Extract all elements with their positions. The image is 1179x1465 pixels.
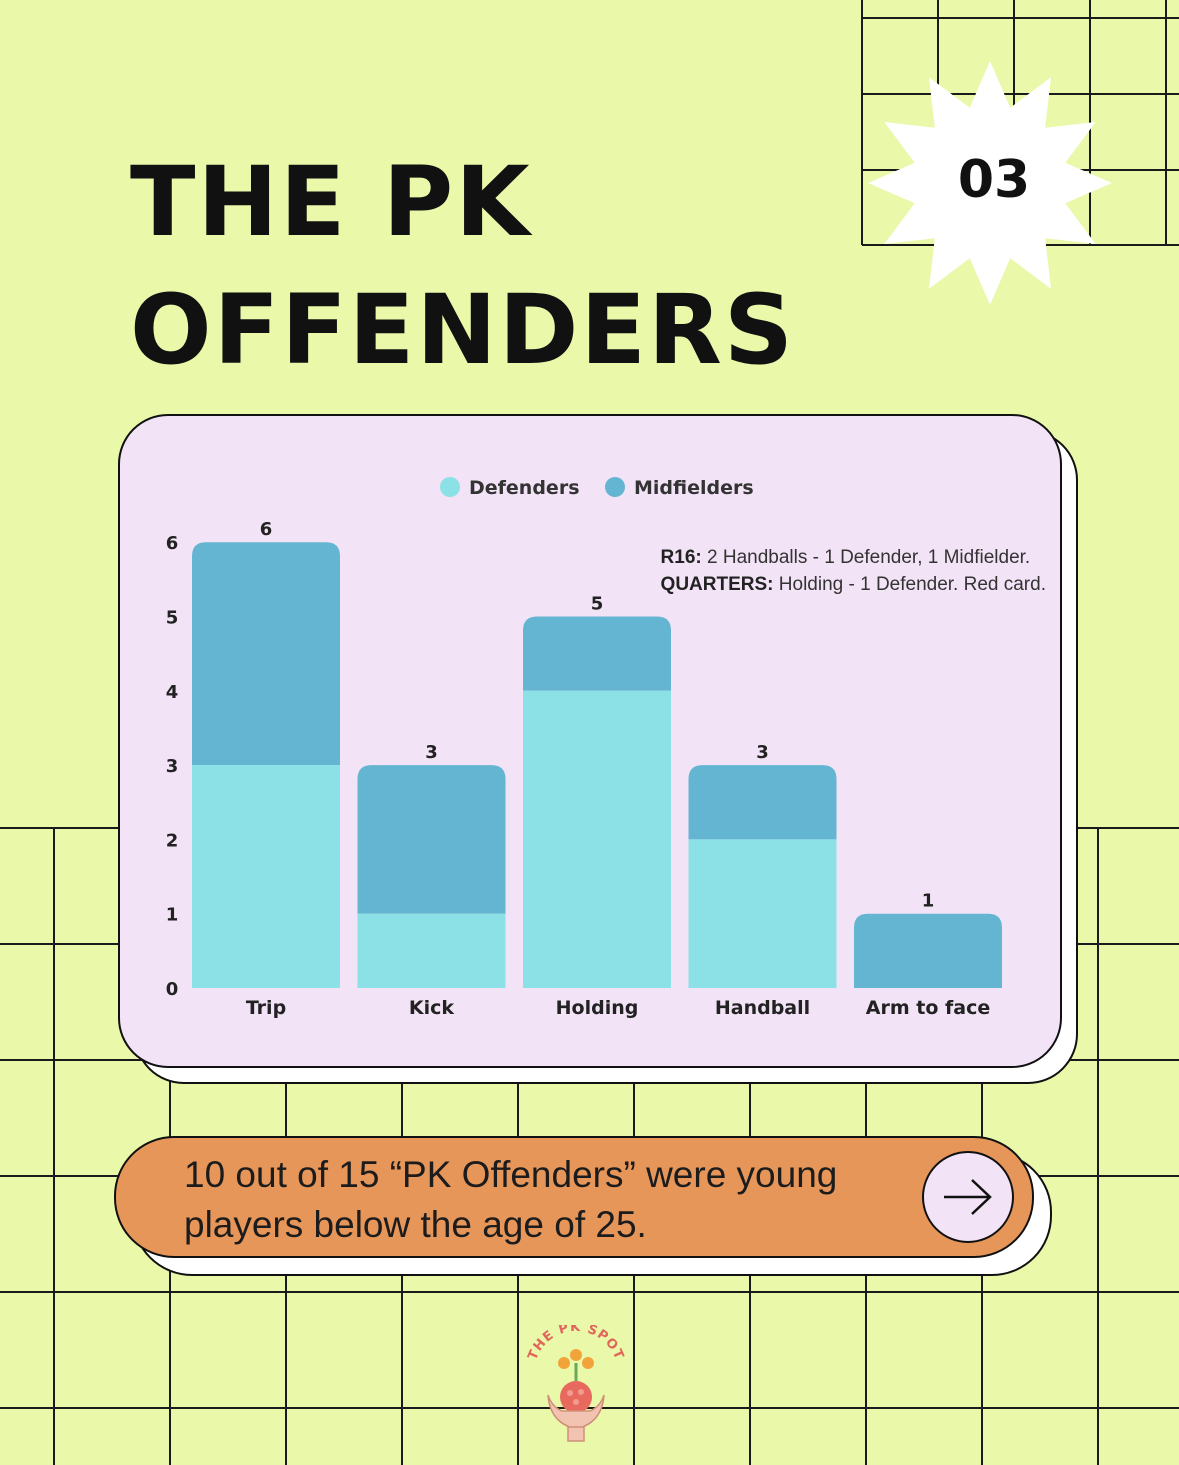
- bar-defenders: [688, 839, 837, 988]
- bar-defenders: [192, 765, 340, 988]
- y-tick-label: 4: [166, 682, 179, 703]
- pk-spot-logo-icon: THE PK SPOT: [525, 1320, 626, 1442]
- stacked-bar-chart: Defenders Midfielders 0 1 2 3 4 5 6 6 Trip 3 Kick 5 Ho…: [166, 477, 1002, 1019]
- brand-logo: THE PK SPOT: [520, 1320, 630, 1445]
- note-text-quarters: Holding - 1 Defender. Red card.: [773, 574, 1046, 595]
- callout-text: 10 out of 15 “PK Offenders” were young p…: [184, 1154, 838, 1245]
- legend-swatch-defenders: [440, 477, 460, 497]
- x-category-label: Handball: [715, 997, 810, 1019]
- x-category-label: Arm to face: [866, 997, 990, 1019]
- callout-banner: 10 out of 15 “PK Offenders” were young p…: [114, 1136, 1034, 1258]
- page-number: 03: [957, 150, 1031, 210]
- note-label-quarters: QUARTERS:: [660, 574, 774, 595]
- arrow-right-icon: [944, 1179, 992, 1215]
- legend-label-midfielders: Midfielders: [634, 477, 754, 499]
- y-tick-label: 6: [166, 533, 179, 554]
- note-label-r16: R16:: [660, 547, 702, 568]
- y-tick-label: 0: [166, 979, 179, 1000]
- x-category-label: Trip: [246, 997, 286, 1019]
- bar-midfielders: [854, 913, 1002, 988]
- y-tick-label: 5: [166, 608, 179, 629]
- bar-total-label: 6: [260, 519, 273, 540]
- y-tick-label: 1: [166, 905, 179, 926]
- x-category-label: Holding: [556, 997, 639, 1019]
- y-tick-label: 3: [166, 756, 179, 777]
- legend-swatch-midfielders: [605, 477, 625, 497]
- chart-note: R16: 2 Handballs - 1 Defender, 1 Midfiel…: [661, 544, 1046, 598]
- bar-defenders: [523, 690, 671, 988]
- next-button[interactable]: [922, 1151, 1014, 1243]
- bar-midfielders: [688, 765, 837, 840]
- bar-total-label: 1: [922, 891, 935, 912]
- y-tick-label: 2: [166, 830, 179, 851]
- note-text-r16: 2 Handballs - 1 Defender, 1 Midfielder.: [701, 547, 1031, 568]
- title-line-1: THE PK: [130, 146, 532, 258]
- bar-midfielders: [357, 765, 506, 914]
- bar-total-label: 3: [425, 742, 438, 763]
- starburst-icon: [868, 61, 1112, 305]
- note-line-r16: R16: 2 Handballs - 1 Defender, 1 Midfiel…: [661, 544, 1046, 571]
- bar-defenders: [357, 913, 506, 988]
- bar-midfielders: [523, 616, 671, 691]
- bar-total-label: 5: [591, 594, 604, 615]
- chart-card: Defenders Midfielders 0 1 2 3 4 5 6 6 Trip 3 Kick 5 Ho…: [118, 414, 1062, 1068]
- note-line-quarters: QUARTERS: Holding - 1 Defender. Red card…: [661, 571, 1046, 598]
- bar-midfielders: [192, 542, 340, 766]
- title-line-2: OFFENDERS: [130, 274, 796, 386]
- bar-total-label: 3: [756, 742, 769, 763]
- x-category-label: Kick: [409, 997, 454, 1019]
- page-title: THE PK OFFENDERS: [130, 138, 795, 394]
- legend-label-defenders: Defenders: [469, 477, 580, 499]
- page-number-badge: 03: [860, 58, 1120, 308]
